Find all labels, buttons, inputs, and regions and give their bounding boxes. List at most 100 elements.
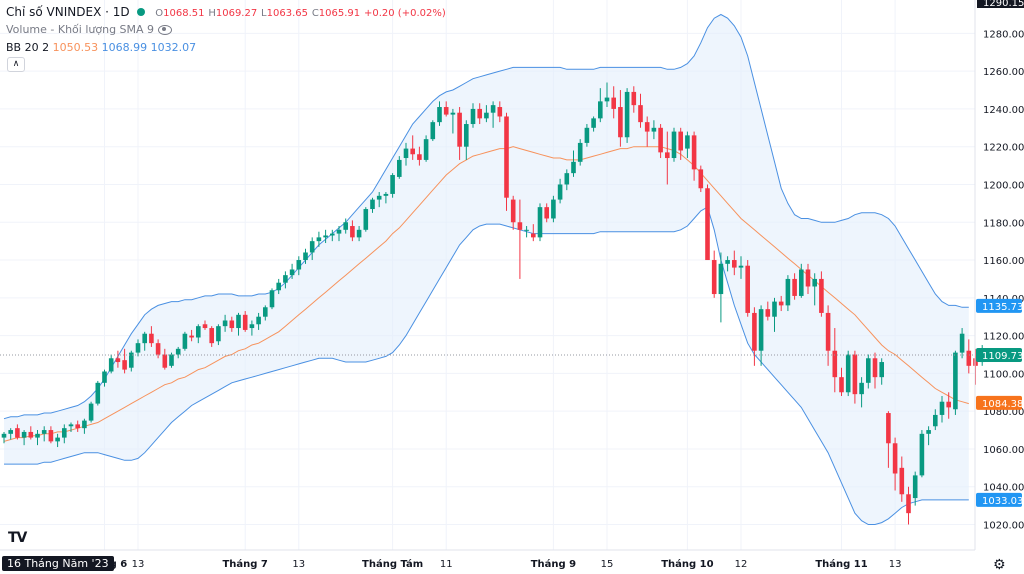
candle-body [269,290,275,308]
legend-bb[interactable]: BB 20 2 1050.53 1068.99 1032.07 [6,41,196,54]
price-tick-label: 1120.00 [983,332,1024,343]
legend-volume[interactable]: Volume - Khối lượng SMA 9 [6,23,173,36]
candle-body [852,354,858,395]
candle-body [939,401,945,415]
candle-body [611,97,616,109]
candle-body [135,343,141,353]
candle-body [309,241,315,253]
time-tick-label: Tháng 11 [815,558,867,570]
candle-body [182,333,188,349]
candle-body [169,354,174,366]
candle-body [825,312,831,351]
price-badge-label: 1084.38 [982,399,1023,410]
tradingview-logo[interactable]: TV [8,530,27,546]
price-tick-label: 1160.00 [983,256,1024,267]
candle-body [450,112,456,115]
candle-body [933,414,938,427]
gear-icon[interactable]: ⚙ [993,557,1006,573]
candle-body [457,112,462,147]
price-badge-label: 1033.03 [982,496,1023,507]
price-tick-label: 1080.00 [983,407,1024,418]
top-edge-badge [977,0,1024,8]
candle-body [129,352,134,368]
high-value: 1069.27 [215,8,258,19]
candle-body [423,139,429,160]
price-badge [976,395,1022,410]
candle-body [631,91,637,106]
candle-body [122,360,127,370]
candle-body [410,148,415,155]
candle-body [296,260,302,270]
candle-body [524,229,529,231]
candle-body [330,233,335,236]
candle-body [899,467,905,495]
candle-body [557,184,563,200]
candle-body [705,188,710,261]
candle-body [242,314,248,330]
candle-body [15,428,20,438]
candle-body [872,358,878,378]
candle-body [832,350,838,378]
candle-body [464,124,469,147]
candle-body [919,433,925,476]
chevron-up-icon[interactable]: ∧ [7,57,25,72]
candle-body [912,475,918,499]
candle-body [953,352,958,410]
candle-body [711,260,717,295]
candle-body [88,403,94,421]
candle-body [577,142,583,162]
candle-body [624,91,630,138]
candle-body [665,152,670,159]
candle-body [256,316,261,325]
candle-body [785,278,791,306]
time-tick-label: Tháng Tám [362,558,423,570]
candle-body [598,101,603,119]
candle-body [390,175,395,194]
price-badges: 1135.73 1109.73 1084.38 1033.03 [976,298,1023,507]
candle-body [249,324,255,329]
candle-body [805,269,811,287]
low-value: 1063.65 [266,8,308,19]
volume-indicator-label: Volume - Khối lượng SMA 9 [6,23,155,36]
candle-body [866,358,871,383]
candle-body [316,237,322,242]
candle-body [95,382,101,404]
price-tick-label: 1260.00 [983,67,1024,78]
candle-body [644,122,650,132]
candle-body [222,320,228,327]
time-tick-label: 11 [440,559,453,570]
price-badge-label: 1109.73 [982,351,1023,362]
price-tick-label: 1220.00 [983,143,1024,154]
candle-body [289,269,295,276]
candle-body [229,320,235,329]
candle-body [651,127,657,132]
candle-body [591,118,596,128]
candle-body [8,430,13,434]
candle-body [350,226,355,238]
candle-body [604,97,610,102]
candle-body [966,350,972,366]
time-tick-label: 13 [132,559,145,570]
close-label: C [311,8,319,19]
price-badge-label: 1135.73 [982,302,1023,313]
candle-body [658,127,663,153]
candle-body [115,358,121,363]
candle-body [819,278,824,313]
time-tick-label: Tháng 9 [531,558,576,570]
price-axis[interactable]: 1020.00 1040.00 1060.00 1080.00 1100.00 1120.… [974,0,1024,550]
symbol-title[interactable]: Chỉ số VNINDEX · 1D [6,5,130,19]
candle-body [484,112,489,119]
candle-body [68,424,74,427]
eye-hidden-icon[interactable] [158,25,173,35]
candle-body [477,108,482,119]
market-status-dot [137,8,146,16]
candle-body [571,161,576,174]
candle-body [732,260,737,268]
time-tick-label: Tháng 7 [222,558,267,570]
candle-body [517,222,523,230]
candle-body [812,278,817,287]
candle-body [892,443,898,474]
price-tick-label: 1100.00 [983,369,1024,380]
